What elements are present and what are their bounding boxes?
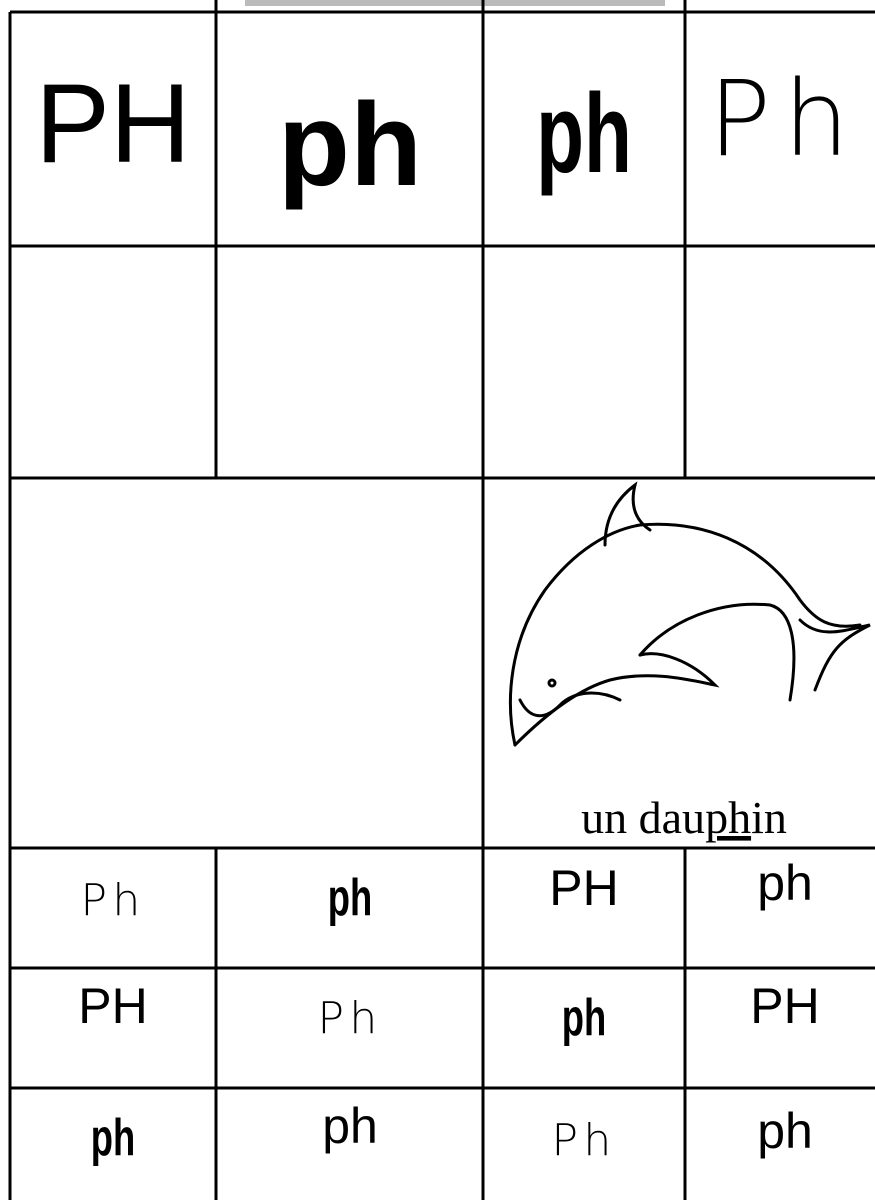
grid-cell-text: PH	[750, 978, 819, 1034]
grid-cell-text: Ph	[552, 1115, 617, 1166]
header-cell-text: Ph	[708, 58, 862, 180]
grid-cell-text: PH	[549, 860, 618, 916]
cropped-strip	[245, 0, 665, 6]
grid-cell-text: Ph	[81, 875, 146, 926]
caption-underlined: ph	[705, 792, 751, 843]
grid-cell-text: ph	[322, 1098, 378, 1154]
grid-cell-text: ph	[757, 855, 813, 911]
caption-text: un dau	[581, 792, 705, 843]
grid-cell-text: ph	[328, 867, 372, 926]
grid-cell-text: ph	[91, 1107, 135, 1166]
header-cell-text: ph	[536, 71, 632, 196]
grid-cell-text: PH	[78, 978, 147, 1034]
caption-text: in	[751, 792, 787, 843]
header-cell-text: ph	[278, 79, 422, 211]
grid-cell-text: ph	[757, 1103, 813, 1159]
table-grid	[8, 0, 875, 1200]
dolphin-drawing	[508, 481, 871, 747]
dolphin-caption: un dauphin	[581, 792, 787, 843]
grid-cell-text: ph	[562, 987, 606, 1046]
header-cell-text: PH	[35, 61, 191, 186]
grid-cell-text: Ph	[318, 993, 383, 1044]
